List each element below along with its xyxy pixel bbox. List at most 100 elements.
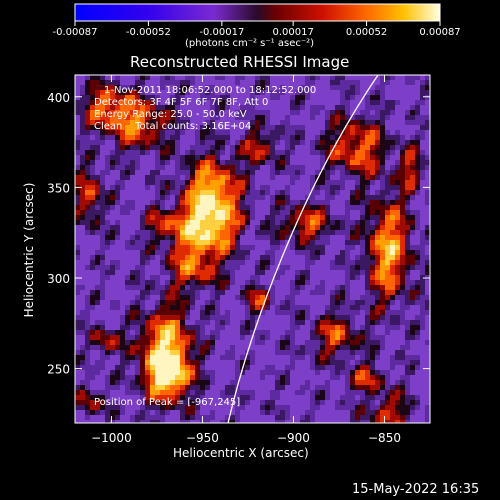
heatmap-cell xyxy=(390,370,396,376)
heatmap-cell xyxy=(145,160,151,166)
heatmap-cell xyxy=(370,405,376,411)
heatmap-cell xyxy=(340,160,346,166)
heatmap-cell xyxy=(195,410,201,416)
heatmap-cell xyxy=(335,340,341,346)
heatmap-cell xyxy=(250,120,256,126)
heatmap-cell xyxy=(185,200,191,206)
heatmap-cell xyxy=(225,280,231,286)
heatmap-cell xyxy=(180,85,186,91)
heatmap-cell xyxy=(80,290,86,296)
heatmap-cell xyxy=(385,400,391,406)
heatmap-cell xyxy=(170,305,176,311)
heatmap-cell xyxy=(180,405,186,411)
heatmap-cell xyxy=(85,200,91,206)
heatmap-cell xyxy=(360,300,366,306)
heatmap-cell xyxy=(80,275,86,281)
heatmap-cell xyxy=(355,210,361,216)
heatmap-cell xyxy=(125,315,131,321)
heatmap-cell xyxy=(310,120,316,126)
heatmap-cell xyxy=(190,115,196,121)
heatmap-cell xyxy=(360,350,366,356)
heatmap-cell xyxy=(275,305,281,311)
heatmap-cell xyxy=(180,365,186,371)
heatmap-cell xyxy=(115,310,121,316)
heatmap-cell xyxy=(335,170,341,176)
heatmap-cell xyxy=(100,145,106,151)
heatmap-cell xyxy=(110,370,116,376)
heatmap-cell xyxy=(275,275,281,281)
heatmap-cell xyxy=(350,270,356,276)
heatmap-cell xyxy=(390,160,396,166)
heatmap-cell xyxy=(355,395,361,401)
heatmap-cell xyxy=(175,105,181,111)
heatmap-cell xyxy=(315,290,321,296)
heatmap-cell xyxy=(250,325,256,331)
heatmap-cell xyxy=(320,100,326,106)
heatmap-cell xyxy=(140,310,146,316)
heatmap-cell xyxy=(275,130,281,136)
heatmap-cell xyxy=(230,230,236,236)
heatmap-cell xyxy=(135,145,141,151)
heatmap-cell xyxy=(360,225,366,231)
heatmap-cell xyxy=(410,320,416,326)
heatmap-cell xyxy=(315,285,321,291)
heatmap-cell xyxy=(375,120,381,126)
heatmap-cell xyxy=(330,150,336,156)
heatmap-cell xyxy=(195,315,201,321)
heatmap-cell xyxy=(300,195,306,201)
heatmap-cell xyxy=(215,90,221,96)
heatmap-cell xyxy=(105,195,111,201)
heatmap-cell xyxy=(335,230,341,236)
heatmap-cell xyxy=(325,415,331,421)
heatmap-cell xyxy=(375,85,381,91)
heatmap-cell xyxy=(320,75,326,81)
heatmap-cell xyxy=(225,390,231,396)
heatmap-cell xyxy=(290,125,296,131)
heatmap-cell xyxy=(390,100,396,106)
heatmap-cell xyxy=(105,355,111,361)
heatmap-cell xyxy=(345,95,351,101)
heatmap-cell xyxy=(310,295,316,301)
heatmap-cell xyxy=(290,405,296,411)
heatmap-cell xyxy=(355,370,361,376)
heatmap-cell xyxy=(80,75,86,81)
heatmap-cell xyxy=(190,345,196,351)
heatmap-cell xyxy=(185,155,191,161)
heatmap-cell xyxy=(225,380,231,386)
heatmap-cell xyxy=(120,405,126,411)
heatmap-cell xyxy=(155,90,161,96)
heatmap-cell xyxy=(220,260,226,266)
heatmap-cell xyxy=(185,335,191,341)
heatmap-cell xyxy=(420,300,426,306)
heatmap-cell xyxy=(170,260,176,266)
heatmap-cell xyxy=(75,390,81,396)
heatmap-cell xyxy=(300,210,306,216)
heatmap-cell xyxy=(285,130,291,136)
heatmap-cell xyxy=(245,160,251,166)
heatmap-cell xyxy=(185,180,191,186)
heatmap-cell xyxy=(255,370,261,376)
heatmap-cell xyxy=(305,120,311,126)
heatmap-cell xyxy=(80,420,86,423)
heatmap-cell xyxy=(145,190,151,196)
heatmap-cell xyxy=(115,340,121,346)
heatmap-cell xyxy=(265,95,271,101)
heatmap-cell xyxy=(130,215,136,221)
heatmap-cell xyxy=(340,400,346,406)
heatmap-cell xyxy=(385,165,391,171)
heatmap-cell xyxy=(90,410,96,416)
heatmap-cell xyxy=(425,270,430,276)
heatmap-cell xyxy=(185,215,191,221)
heatmap-cell xyxy=(390,360,396,366)
heatmap-cell xyxy=(170,110,176,116)
heatmap-cell xyxy=(220,345,226,351)
heatmap-cell xyxy=(290,315,296,321)
heatmap-cell xyxy=(345,150,351,156)
heatmap-cell xyxy=(120,380,126,386)
heatmap-cell xyxy=(120,265,126,271)
heatmap-cell xyxy=(125,175,131,181)
heatmap-cell xyxy=(375,305,381,311)
heatmap-cell xyxy=(315,170,321,176)
heatmap-cell xyxy=(240,385,246,391)
heatmap-cell xyxy=(275,270,281,276)
